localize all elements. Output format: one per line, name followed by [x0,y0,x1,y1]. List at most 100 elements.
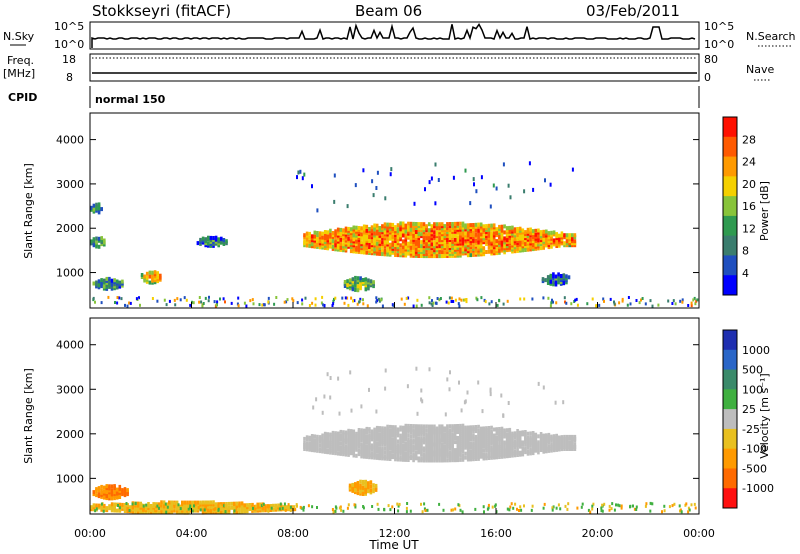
velocity-cell [357,428,361,432]
velocity-cell [256,502,259,507]
velocity-cell [397,509,400,513]
power-cell [453,233,457,238]
power-cell [373,231,376,236]
power-cell [409,221,413,226]
power-cell [333,297,335,301]
velocity-cell [573,443,577,447]
velocity-cell [477,450,480,455]
velocity-cell [321,410,324,415]
power-cell [422,222,426,227]
velocity-cell [337,376,340,381]
velocity-cell [352,451,356,456]
power-cell [118,296,121,300]
power-cell [354,275,357,280]
power-cell [388,242,392,247]
velocity-cell [552,434,556,439]
power-cell [602,297,605,301]
power-cell [207,299,210,303]
power-cell [350,296,353,300]
velocity-cell [485,426,488,431]
power-cell [509,195,512,200]
velocity-colorbar-label: Velocity [m s⁻¹] [758,373,771,458]
power-cell [156,299,159,303]
velocity-xtick-label: 08:00 [277,527,309,540]
velocity-cell [376,502,379,506]
velocity-cell [440,444,444,449]
power-cell [407,221,410,226]
power-cell [97,202,101,207]
velocity-cell [565,434,569,439]
velocity-cell [456,458,460,463]
velocity-cell [103,508,106,512]
velocity-cell [313,434,317,439]
velocity-cell [581,502,584,506]
velocity-cell [350,408,353,413]
velocity-cell [424,509,427,512]
velocity-cell [399,455,402,460]
velocity-cell [260,504,263,508]
power-cell [446,222,449,227]
power-cell [339,241,343,246]
velocity-cell [191,500,194,505]
velocity-cell [105,484,109,489]
velocity-cell [131,502,134,506]
velocity-cell [673,502,676,506]
velocity-cell [438,502,441,506]
velocity-ytick-label: 1000 [56,472,84,485]
power-cell [464,298,467,302]
velocity-cell [453,424,457,429]
velocity-cell [233,502,236,506]
velocity-xtick-label: 16:00 [480,527,512,540]
velocity-cell [461,510,464,514]
velocity-cell [157,510,161,515]
power-cell [477,228,480,233]
power-cell [469,223,473,228]
velocity-colorbar-tick: 100 [742,383,763,396]
power-cell [479,222,483,227]
velocity-cell [303,443,306,447]
velocity-cell [95,487,98,492]
velocity-cell [359,479,362,484]
power-cell [349,239,353,244]
power-cell [559,274,563,278]
power-cell [428,180,431,185]
velocity-cell [409,438,413,443]
power-cell [450,300,453,303]
power-cell [568,233,571,238]
power-cell [571,167,574,172]
velocity-cell [414,450,418,455]
velocity-cell [266,504,270,509]
velocity-cell [587,508,590,512]
power-cell [428,301,431,305]
power-cell [381,224,384,229]
power-cell [443,224,447,229]
power-cell [391,226,395,231]
power-cell [301,298,304,302]
velocity-colorbar-tick: -500 [742,462,767,475]
power-cell [100,301,103,305]
velocity-cell [230,501,233,506]
velocity-cell [189,504,192,508]
velocity-cell [279,502,282,506]
power-cell [425,232,428,237]
velocity-cell [420,388,423,393]
power-cell [430,176,433,181]
velocity-cell [110,484,114,489]
velocity-cell [537,381,540,386]
velocity-colorbar-tick: 1000 [742,344,770,357]
velocity-cell [629,504,632,508]
power-cell [114,301,116,304]
velocity-cell [420,502,422,506]
nave-tick-top: 80 [704,53,718,66]
power-cell [405,296,408,300]
velocity-cell [335,506,338,510]
velocity-cell [542,443,545,448]
velocity-cell [661,510,663,514]
velocity-cell [422,436,426,441]
power-cell [503,236,506,241]
velocity-cell [550,442,553,447]
velocity-cell [633,507,636,511]
velocity-cell [178,504,181,509]
power-cell [372,193,375,198]
power-cell [507,183,510,188]
